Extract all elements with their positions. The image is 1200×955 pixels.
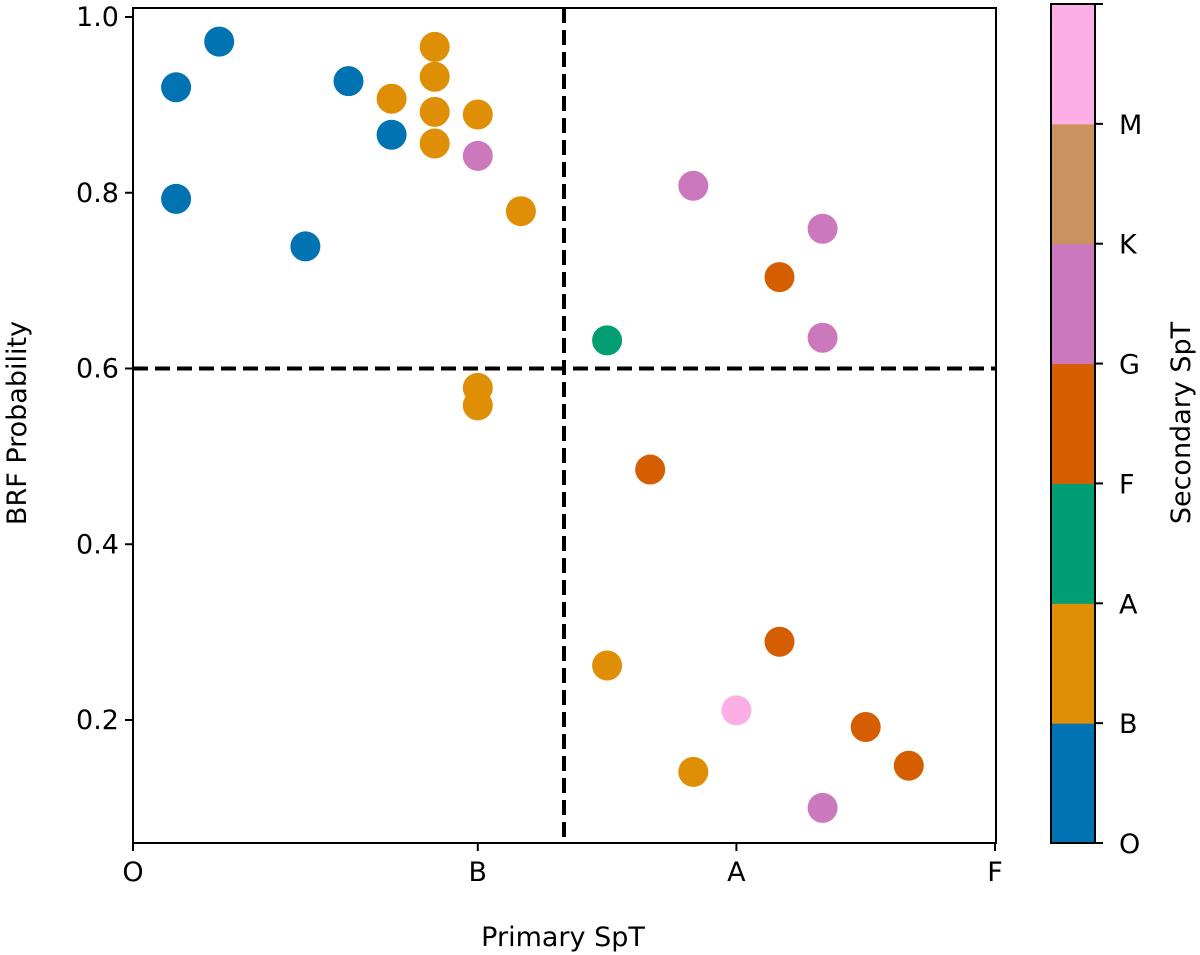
colorbar: O B A F G K M [1050,3,1142,860]
data-point [204,26,235,57]
colorbar-segment [1051,483,1095,604]
data-point [592,650,623,681]
colorbar-segment [1051,603,1095,724]
data-point [678,756,709,787]
colorbar-segment [1051,723,1095,844]
colorbar-tick-label: B [1119,709,1138,740]
data-point [462,140,493,171]
x-tick-label: F [987,857,1003,888]
plot-frame [132,7,997,844]
colorbar-tick-label: A [1119,589,1138,620]
colorbar-tick-label: O [1119,829,1140,860]
data-point [161,183,192,214]
data-point [678,170,709,201]
data-point [893,750,924,781]
data-point [807,792,838,823]
x-tick-label: B [469,857,488,888]
data-point [419,61,450,92]
data-point [333,66,364,97]
x-tick-label: A [727,857,746,888]
data-point [807,322,838,353]
colorbar-segment [1051,4,1095,125]
data-point [376,119,407,150]
data-point [462,390,493,421]
data-point [807,213,838,244]
data-point [419,96,450,127]
y-axis-label: BRF Probability [2,321,33,525]
data-point [419,128,450,159]
data-point [850,712,881,743]
data-point [505,196,536,227]
colorbar-tick-label: K [1119,230,1138,261]
colorbar-tick-label: F [1119,469,1135,500]
colorbar-segment [1051,123,1095,245]
x-tick-label: O [122,857,143,888]
data-point [419,31,450,62]
y-tick-label: 0.2 [76,705,119,736]
y-tick-label: 0.8 [76,178,119,209]
colorbar-segment [1051,363,1095,484]
data-point [721,695,752,726]
colorbar-frame [1050,3,1096,844]
y-tick-label: 1.0 [76,2,119,33]
y-tick-label: 0.4 [76,529,119,560]
plot-area: O B A F 0.2 0.4 0.6 0.8 1.0 [76,2,1003,888]
colorbar-label: Secondary SpT [1166,321,1197,524]
colorbar-segment [1051,243,1095,365]
data-point [161,72,192,103]
colorbar-tick-label: G [1119,350,1140,381]
data-point [376,83,407,114]
data-point [635,454,666,485]
data-point [290,231,321,262]
data-point [764,626,795,657]
colorbar-tick-label: M [1119,110,1142,141]
data-point [462,99,493,130]
x-axis-label: Primary SpT [481,922,645,953]
data-point [764,262,795,293]
data-point [592,325,623,356]
y-tick-label: 0.6 [76,354,119,385]
